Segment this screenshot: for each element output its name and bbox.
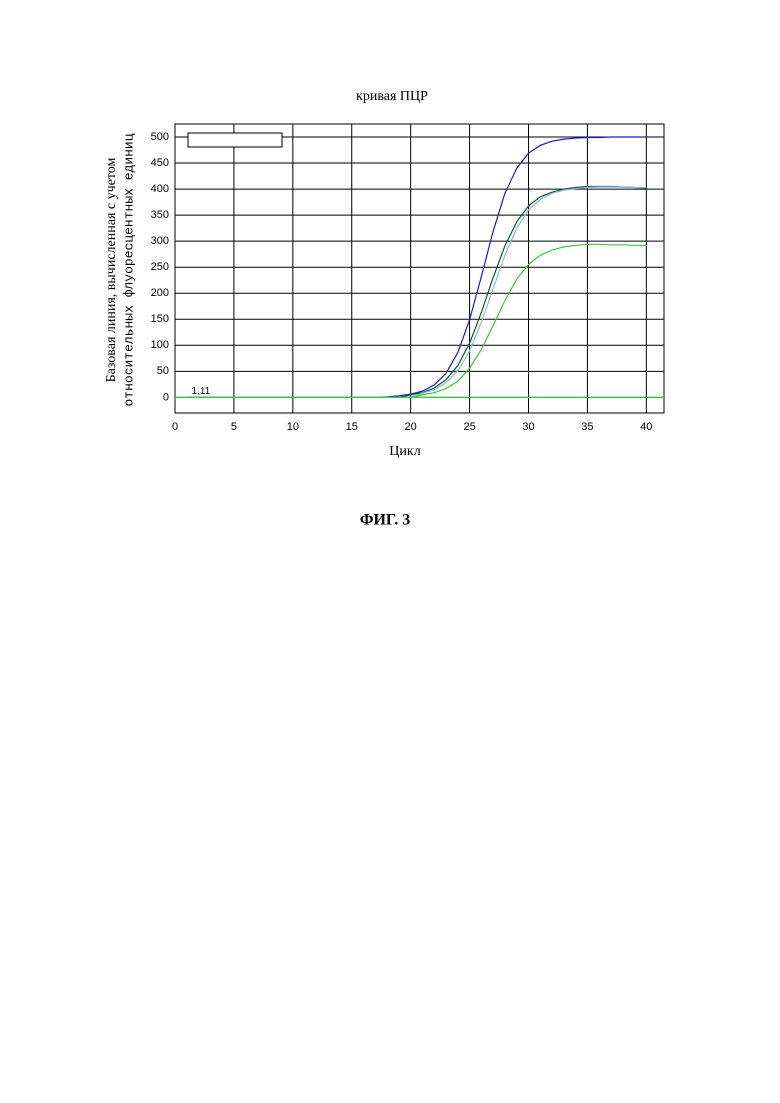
y-tick-label: 500	[151, 131, 169, 143]
y-axis-label: относительных флуоресцентных единиц	[121, 133, 136, 406]
y-tick-label: 250	[151, 261, 169, 273]
x-tick-label: 5	[231, 421, 237, 433]
x-tick-label: 30	[522, 421, 534, 433]
x-tick-label: 20	[405, 421, 417, 433]
y-tick-label: 350	[151, 209, 169, 221]
page: кривая ПЦР Цикл Базовая линия, вычисленн…	[0, 0, 780, 1103]
y-tick-label: 150	[151, 313, 169, 325]
x-tick-label: 10	[287, 421, 299, 433]
y-tick-label: 450	[151, 157, 169, 169]
plot-frame	[175, 124, 664, 413]
y-tick-label: 100	[151, 339, 169, 351]
x-axis-label: Цикл	[389, 444, 420, 459]
x-tick-label: 35	[581, 421, 593, 433]
figure-caption: ФИГ. 3	[360, 512, 411, 529]
legend-box	[188, 133, 282, 147]
y-tick-label: 200	[151, 287, 169, 299]
y-tick-label: 0	[163, 391, 169, 403]
chart-title: кривая ПЦР	[356, 89, 428, 104]
y-tick-label: 300	[151, 235, 169, 247]
y-tick-label: 400	[151, 183, 169, 195]
x-tick-label: 40	[640, 421, 652, 433]
y-tick-label: 50	[157, 365, 169, 377]
x-tick-label: 15	[346, 421, 358, 433]
y-axis-label: Базовая линия, вычисленная с учетом	[104, 157, 119, 382]
annotation: 1,11	[192, 386, 211, 397]
plot-area: 0 50 100 150 200 250 300 350 400 450 500 0 5 10 15 20 25…	[151, 124, 664, 433]
x-tick-label: 0	[172, 421, 178, 433]
x-tick-label: 25	[463, 421, 475, 433]
